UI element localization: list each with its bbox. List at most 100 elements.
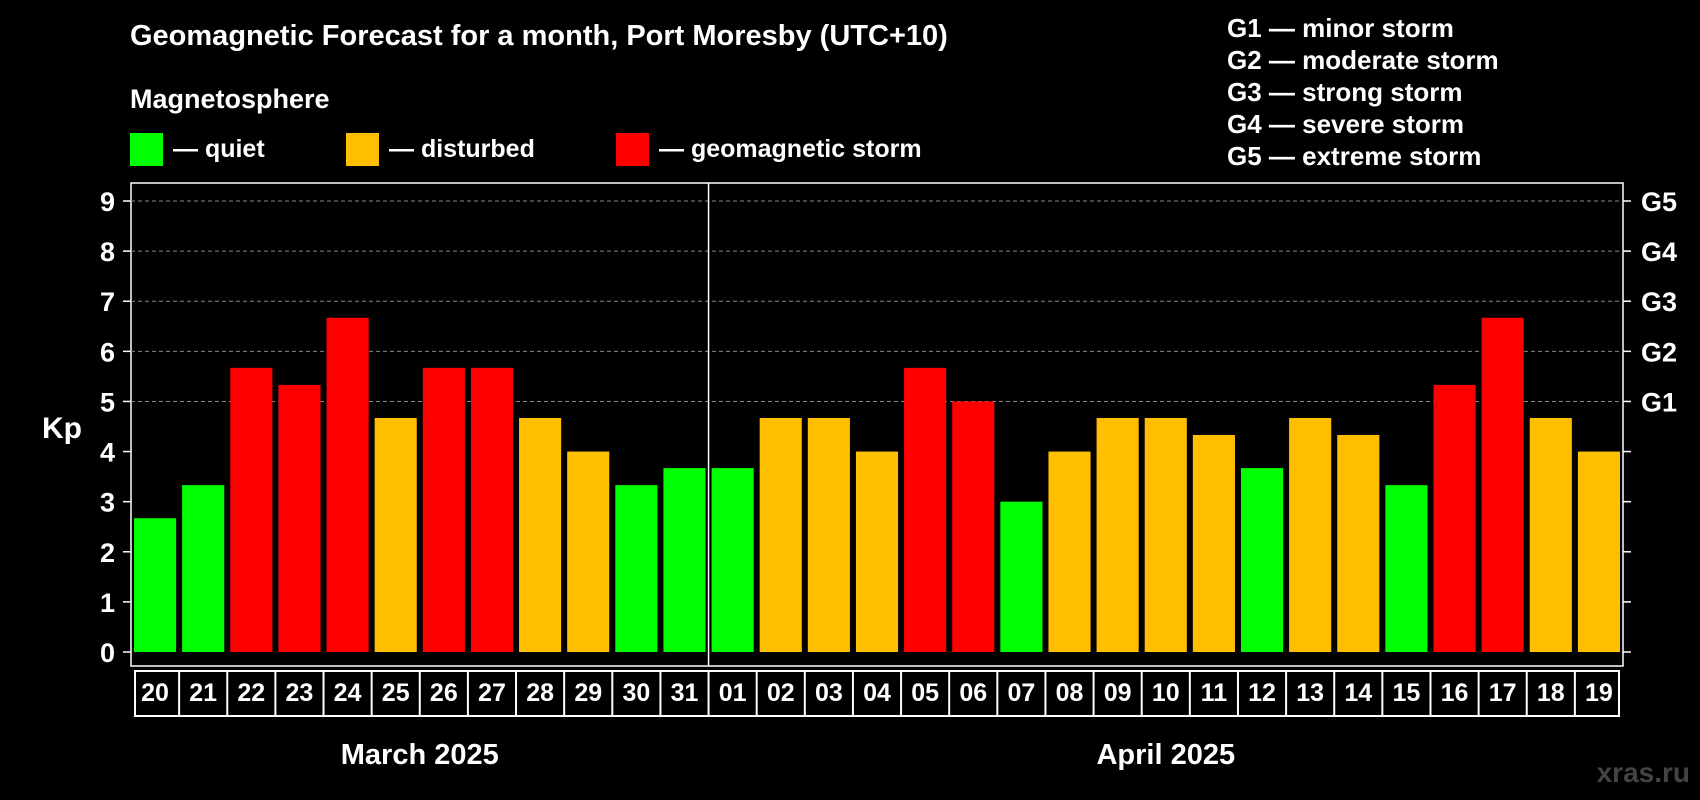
x-tick-label: 22 — [237, 679, 265, 707]
x-tick-label: 09 — [1104, 679, 1132, 707]
x-tick-label: 25 — [382, 679, 410, 707]
legend-label-storm: — geomagnetic storm — [659, 135, 922, 163]
x-tick-label: 17 — [1489, 679, 1517, 707]
x-tick-label: 08 — [1056, 679, 1084, 707]
bar-day-13 — [1289, 417, 1332, 652]
x-tick-label: 29 — [574, 679, 602, 707]
bar-day-09 — [1096, 417, 1139, 652]
x-tick-label: 11 — [1201, 679, 1228, 707]
bar-day-23 — [278, 384, 321, 652]
x-tick-label: 01 — [719, 679, 747, 707]
bar-day-16 — [1433, 384, 1476, 652]
y-tick-label: 9 — [100, 187, 115, 217]
y-tick-label: 8 — [100, 237, 115, 267]
y-tick-label: 0 — [100, 638, 115, 668]
bar-day-31 — [663, 468, 706, 652]
legend-item-disturbed: — disturbed — [346, 133, 535, 166]
bar-day-07 — [1000, 501, 1043, 652]
x-tick-label: 05 — [911, 679, 939, 707]
y-axis-label: Kp — [42, 412, 82, 445]
storm-level-g5: G5 — extreme storm — [1227, 141, 1482, 171]
bar-day-22 — [230, 367, 273, 652]
month-label: March 2025 — [341, 739, 499, 771]
legend-label-disturbed: — disturbed — [389, 135, 535, 163]
date-label-frame — [134, 670, 1620, 717]
storm-level-g3: G3 — strong storm — [1227, 77, 1463, 107]
legend-item-storm: — geomagnetic storm — [616, 133, 922, 166]
bar-day-15 — [1385, 485, 1428, 652]
bar-day-26 — [422, 367, 465, 652]
x-tick-label: 20 — [141, 679, 169, 707]
x-tick-label: 16 — [1441, 679, 1469, 707]
bar-day-19 — [1577, 451, 1620, 652]
x-tick-label: 19 — [1585, 679, 1613, 707]
legend-subtitle: Magnetosphere — [130, 84, 330, 114]
storm-level-g4: G4 — severe storm — [1227, 109, 1465, 139]
bar-day-08 — [1048, 451, 1091, 652]
bar-day-06 — [952, 401, 995, 652]
x-tick-label: 04 — [863, 679, 891, 707]
y-tick-label: 1 — [100, 588, 115, 618]
bar-day-05 — [904, 367, 947, 652]
x-tick-label: 03 — [815, 679, 843, 707]
x-tick-label: 07 — [1007, 679, 1035, 707]
x-tick-label: 15 — [1393, 679, 1421, 707]
y-tick-label: 4 — [100, 438, 115, 468]
legend-swatch-disturbed — [346, 133, 379, 166]
x-tick-label: 21 — [189, 679, 217, 707]
legend-swatch-storm — [616, 133, 649, 166]
bar-day-25 — [374, 417, 417, 652]
storm-level-g2: G2 — moderate storm — [1227, 45, 1499, 75]
bar-day-24 — [326, 317, 369, 652]
plot-frame — [130, 182, 1624, 667]
storm-level-legend: G1 — minor storm G2 — moderate storm G3 … — [1227, 12, 1499, 172]
y-tick-label: 5 — [100, 387, 115, 417]
y-tick-label: 2 — [100, 538, 115, 568]
bar-day-04 — [855, 451, 899, 652]
right-tick-label-g1: G1 — [1641, 387, 1677, 417]
right-tick-label-g2: G2 — [1641, 337, 1677, 367]
x-tick-label: 27 — [478, 679, 506, 707]
y-tick-label: 7 — [100, 287, 115, 317]
x-tick-label: 31 — [671, 679, 699, 707]
x-tick-label: 28 — [526, 679, 554, 707]
legend-item-quiet: — quiet — [130, 133, 265, 166]
right-tick-label-g5: G5 — [1641, 187, 1677, 217]
x-tick-label: 10 — [1152, 679, 1180, 707]
storm-level-g1: G1 — minor storm — [1227, 13, 1454, 43]
month-label: April 2025 — [1096, 739, 1235, 771]
bar-day-27 — [470, 367, 514, 652]
bar-day-17 — [1481, 317, 1524, 652]
x-tick-label: 30 — [622, 679, 650, 707]
bar-day-01 — [711, 468, 754, 652]
bar-day-14 — [1337, 435, 1380, 652]
bar-day-20 — [134, 518, 177, 652]
bar-day-30 — [615, 485, 658, 652]
x-tick-label: 26 — [430, 679, 458, 707]
chart-title: Geomagnetic Forecast for a month, Port M… — [130, 20, 948, 52]
legend-label-quiet: — quiet — [173, 135, 265, 163]
x-tick-label: 12 — [1248, 679, 1276, 707]
bar-day-11 — [1192, 435, 1235, 652]
bar-day-02 — [759, 417, 802, 652]
x-tick-label: 14 — [1344, 679, 1372, 707]
y-tick-label: 6 — [100, 337, 115, 367]
bar-day-03 — [807, 417, 850, 652]
legend-swatch-quiet — [130, 133, 163, 166]
x-tick-label: 23 — [286, 679, 314, 707]
x-tick-label: 18 — [1537, 679, 1565, 707]
bar-day-12 — [1240, 468, 1284, 652]
right-tick-label-g3: G3 — [1641, 287, 1677, 317]
bar-day-21 — [182, 485, 225, 652]
y-tick-label: 3 — [100, 488, 115, 518]
watermark: xras.ru — [1596, 757, 1690, 788]
x-tick-label: 13 — [1296, 679, 1324, 707]
x-tick-label: 02 — [767, 679, 795, 707]
right-tick-label-g4: G4 — [1641, 237, 1677, 267]
bar-day-28 — [519, 417, 562, 652]
bar-day-18 — [1529, 417, 1572, 652]
bar-day-29 — [567, 451, 610, 652]
bar-day-10 — [1144, 417, 1187, 652]
x-tick-label: 24 — [334, 679, 362, 707]
